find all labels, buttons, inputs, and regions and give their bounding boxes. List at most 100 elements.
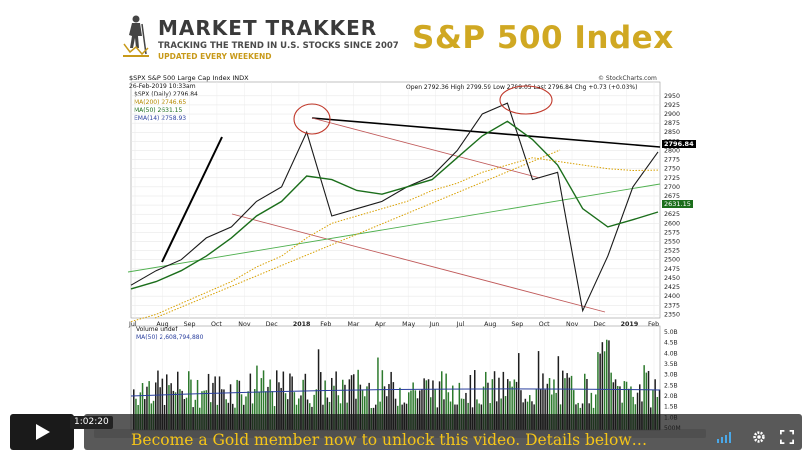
volume-bar	[564, 378, 566, 430]
y-tick-label: 2375	[664, 302, 680, 309]
progress-bar[interactable]	[94, 429, 706, 438]
x-tick-label: Jun	[428, 321, 439, 328]
volume-bar	[628, 388, 630, 430]
x-tick-label: Oct	[211, 321, 222, 328]
volume-tick-label: 2.0B	[664, 393, 678, 400]
y-tick-label: 2800	[664, 147, 680, 154]
volume-bar	[408, 392, 410, 430]
volume-bar	[179, 389, 181, 430]
volume-bar	[562, 370, 564, 430]
volume-bar	[551, 394, 553, 430]
volume-bar	[390, 371, 392, 430]
volume-bar	[410, 390, 412, 430]
resistance-line	[311, 117, 661, 148]
volume-bar	[643, 365, 645, 430]
volume-bar	[504, 396, 507, 430]
x-tick-label: Feb	[648, 321, 659, 328]
volume-bar	[350, 375, 353, 430]
steep-trendline	[161, 136, 223, 263]
x-tick-label: Sep	[184, 321, 196, 328]
x-tick-label: Jul	[456, 321, 465, 328]
volume-bar	[377, 357, 379, 430]
volume-bar	[276, 370, 278, 430]
volume-bar	[284, 393, 287, 430]
play-button[interactable]	[10, 414, 74, 450]
volume-bar	[383, 386, 386, 430]
volume-bar	[166, 374, 168, 430]
volume-bar	[188, 371, 190, 430]
volume-bar	[599, 353, 601, 430]
volume-bar	[474, 370, 476, 430]
volume-bar	[421, 389, 423, 430]
volume-bar	[265, 391, 267, 430]
volume-bar	[392, 382, 395, 430]
volume-bar	[333, 385, 335, 430]
volume-bar	[425, 380, 428, 430]
volume-bar	[511, 386, 513, 430]
volume-bar	[557, 356, 560, 430]
volume-bar	[278, 382, 280, 430]
volume-tick-label: 1.5B	[664, 404, 678, 411]
legend-ma50: MA(50) 2631.15	[134, 107, 183, 114]
series-line-0	[130, 102, 659, 313]
volume-bar	[427, 379, 430, 430]
volume-bar	[203, 390, 205, 430]
volume-bar	[269, 379, 271, 430]
volume-bar	[342, 379, 344, 430]
y-tick-label: 2575	[664, 229, 680, 236]
volume-ma-line	[130, 388, 661, 397]
fullscreen-icon[interactable]	[778, 430, 796, 444]
x-axis-ticks: Jul Aug Sep Oct Nov Dec 2018 Feb Mar Apr May Jun Jul…	[128, 321, 659, 328]
volume-bar	[141, 383, 144, 430]
volume-bar	[196, 379, 199, 430]
volume-bar	[315, 389, 318, 430]
volume-bar	[515, 381, 518, 430]
volume-bar	[537, 351, 540, 430]
video-player-controls: 1:02:20 Become a Gold member now to unlo…	[0, 410, 809, 452]
volume-bar	[148, 381, 150, 430]
volume-bar	[540, 388, 542, 430]
volume-bar	[625, 381, 628, 430]
volume-bar	[172, 390, 175, 430]
volume-bar	[249, 373, 252, 430]
volume-bar	[331, 377, 333, 430]
volume-bar	[639, 384, 641, 430]
volume-bar	[498, 377, 500, 430]
x-tick-label: Nov	[566, 321, 579, 328]
volume-bar	[161, 378, 164, 430]
volume-tick-label: 3.5B	[664, 361, 678, 368]
volume-bar	[548, 378, 551, 430]
y-tick-label: 2450	[664, 275, 680, 282]
volume-label: Volume undef	[136, 326, 178, 333]
settings-gear-icon[interactable]	[750, 430, 768, 444]
gold-member-cta[interactable]: Become a Gold member now to unlock this …	[131, 431, 648, 449]
volume-bar	[291, 376, 293, 430]
volume-tick-label: 4.0B	[664, 350, 678, 357]
volume-bar	[223, 389, 225, 430]
volume-bar	[520, 390, 522, 430]
volume-bar	[280, 387, 282, 430]
volume-bar	[361, 390, 364, 430]
y-tick-label: 2925	[664, 102, 680, 109]
stockcharts-watermark: © StockCharts.com	[598, 75, 657, 82]
volume-icon[interactable]	[716, 430, 734, 444]
chart-symbol: $SPX S&P 500 Large Cap Index INDX	[129, 74, 249, 82]
volume-bar	[568, 377, 571, 430]
volume-bar	[366, 386, 368, 430]
volume-bar	[654, 379, 656, 430]
last-price-tag: 2796.84	[662, 140, 696, 148]
descending-channel-line	[231, 213, 606, 313]
volume-bar	[214, 376, 216, 430]
volume-bar	[168, 385, 170, 430]
y-tick-label: 2625	[664, 211, 680, 218]
volume-bar	[529, 395, 531, 430]
volume-bar	[452, 385, 454, 430]
volume-bar	[267, 386, 269, 430]
volume-bar	[364, 396, 366, 430]
x-tick-label: May	[402, 321, 415, 328]
volume-bar	[344, 384, 346, 430]
y-tick-label: 2775	[664, 157, 680, 164]
volume-bar	[636, 392, 639, 430]
volume-bar	[603, 351, 606, 430]
x-tick-label: Sep	[511, 321, 523, 328]
